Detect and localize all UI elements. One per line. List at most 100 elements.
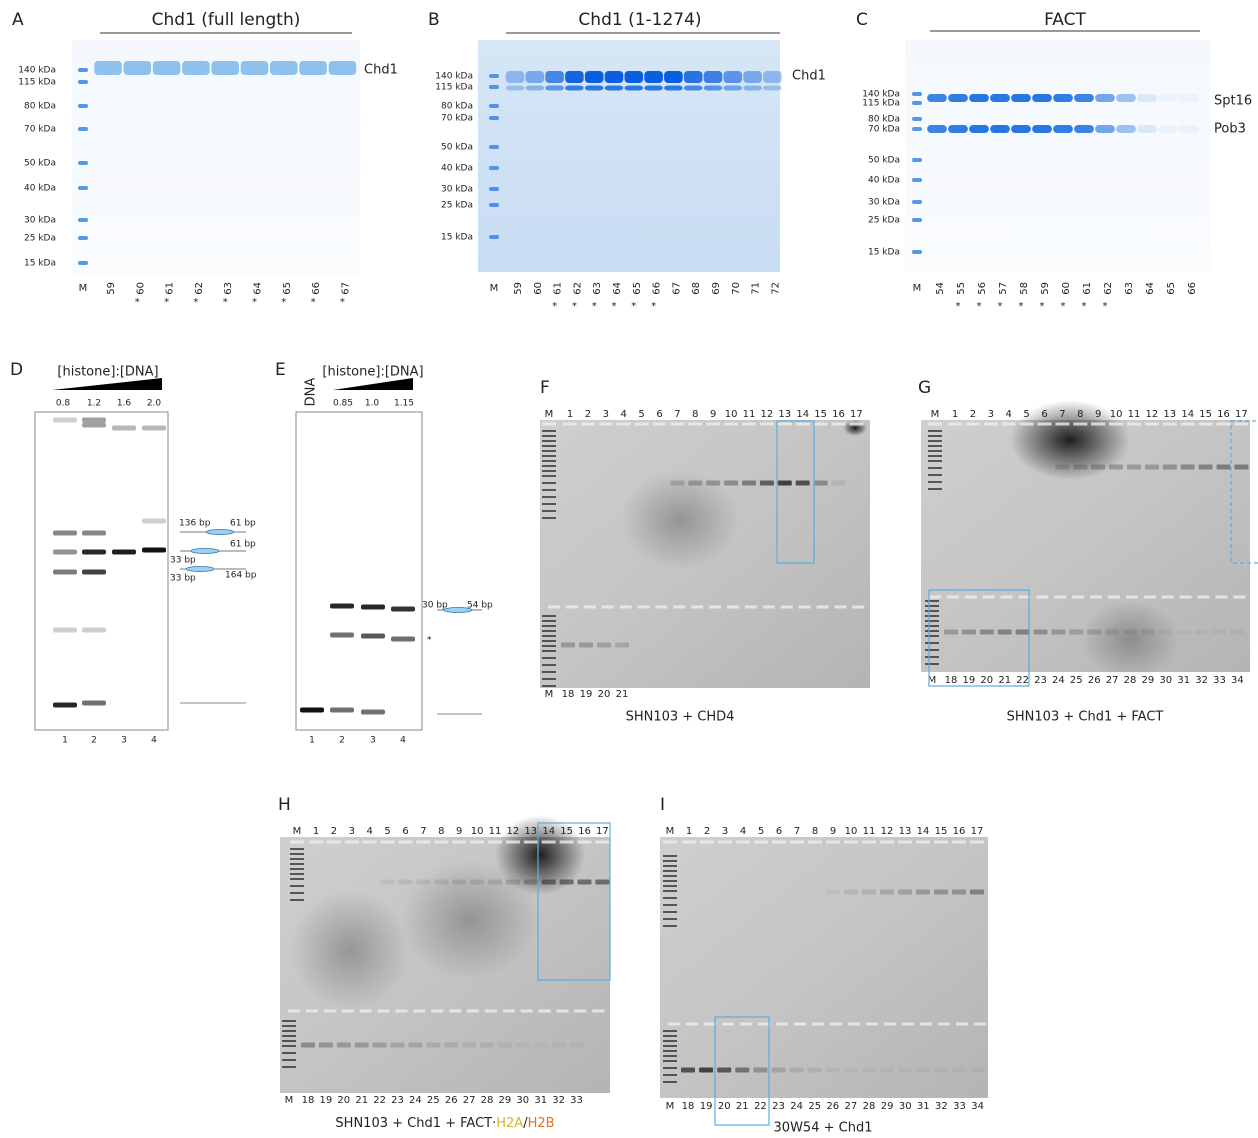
protein-band	[927, 94, 947, 102]
lane-label: M	[285, 1095, 294, 1106]
well	[1233, 596, 1245, 599]
well	[599, 423, 613, 426]
dna-band	[1145, 465, 1159, 470]
well	[928, 423, 942, 426]
protein-band	[585, 86, 604, 91]
dna-band	[480, 1043, 494, 1048]
dna-band	[1230, 630, 1244, 635]
lane-label: 60	[533, 282, 544, 295]
lane-label: 62	[1103, 282, 1114, 295]
lane-label: 19	[700, 1101, 713, 1112]
lane-label: M	[293, 826, 302, 837]
ladder-band	[282, 1040, 296, 1042]
ladder-band	[78, 80, 88, 84]
ladder-band	[282, 1066, 296, 1068]
well	[736, 841, 750, 844]
star: *	[552, 301, 557, 312]
lane-label: 11	[489, 826, 502, 837]
lane-label: 26	[445, 1095, 458, 1106]
lane-label: 72	[770, 282, 781, 295]
lane-label: 4	[1006, 409, 1012, 420]
lane-label: 67	[671, 282, 682, 295]
ladder-band	[542, 640, 556, 642]
lane-label: 33	[953, 1101, 966, 1112]
marker-label: 25 kDa	[868, 216, 900, 226]
wedge	[52, 378, 162, 390]
ladder-band	[290, 885, 304, 887]
dna-band	[570, 1043, 584, 1048]
annotation: 30 bp	[422, 601, 448, 611]
lane-label: 68	[691, 282, 702, 295]
protein-band	[969, 125, 989, 133]
lane-label: 63	[1124, 282, 1135, 295]
ladder-band	[663, 1050, 677, 1052]
lane-label: 2	[970, 409, 976, 420]
well	[1234, 423, 1248, 426]
lane-label: 65	[282, 282, 293, 295]
lane-label: 57	[998, 282, 1009, 295]
lane-label: 63	[223, 282, 234, 295]
dna-band	[1163, 465, 1177, 470]
dna-band	[408, 1043, 422, 1048]
well	[852, 606, 864, 609]
lane-label: 71	[751, 282, 762, 295]
lane-label: 8	[438, 826, 444, 837]
ladder-band	[282, 1020, 296, 1022]
marker-label: 40 kDa	[441, 164, 473, 174]
lane-label: 5	[1023, 409, 1029, 420]
lane-label: 66	[652, 282, 663, 295]
ladder-band	[928, 455, 942, 457]
marker-label: 70 kDa	[24, 125, 56, 135]
dna-band	[462, 1043, 476, 1048]
well	[506, 841, 520, 844]
ladder-band	[542, 671, 556, 673]
ladder-band	[912, 117, 922, 121]
annotation: 136 bp	[179, 519, 211, 529]
well	[1162, 596, 1174, 599]
lane-label: 9	[456, 826, 462, 837]
dna-band	[980, 630, 994, 635]
protein-band	[605, 71, 624, 83]
lane-label: M	[545, 689, 554, 700]
protein-band	[299, 61, 327, 75]
lane-label: 21	[616, 689, 629, 700]
ladder-band	[912, 218, 922, 222]
ladder-band	[542, 630, 556, 632]
lane-label: 61	[1082, 282, 1093, 295]
dna-band	[330, 604, 354, 609]
well	[862, 841, 876, 844]
well	[413, 1010, 425, 1013]
ladder-band	[925, 635, 939, 637]
well	[290, 841, 304, 844]
well	[595, 841, 609, 844]
lane-label: 3	[370, 736, 376, 746]
protein-band	[329, 61, 357, 75]
well	[974, 1023, 986, 1026]
dna-band	[416, 880, 430, 885]
protein-band	[1011, 125, 1031, 133]
gel	[660, 837, 988, 1098]
dna-band	[53, 418, 77, 423]
dna-band	[391, 1043, 405, 1048]
well	[1145, 423, 1159, 426]
dna-band	[1051, 630, 1065, 635]
ladder-band	[542, 678, 556, 680]
lane-label: 56	[977, 282, 988, 295]
ladder-band	[663, 860, 677, 862]
annotation: 61 bp	[230, 519, 256, 529]
dna-band	[597, 643, 611, 648]
dna-band	[561, 643, 575, 648]
lane-label: 13	[1163, 409, 1176, 420]
protein-band	[723, 71, 742, 83]
dna-band	[534, 1043, 548, 1048]
well	[808, 841, 822, 844]
gel-smear	[843, 420, 867, 436]
ladder-band	[78, 261, 88, 265]
protein-band	[1011, 94, 1031, 102]
ladder-band	[663, 865, 677, 867]
lane-label: 30	[1159, 675, 1172, 686]
protein-band	[1095, 94, 1115, 102]
lane-label: 5	[384, 826, 390, 837]
ladder-band	[542, 465, 556, 467]
well	[548, 606, 560, 609]
